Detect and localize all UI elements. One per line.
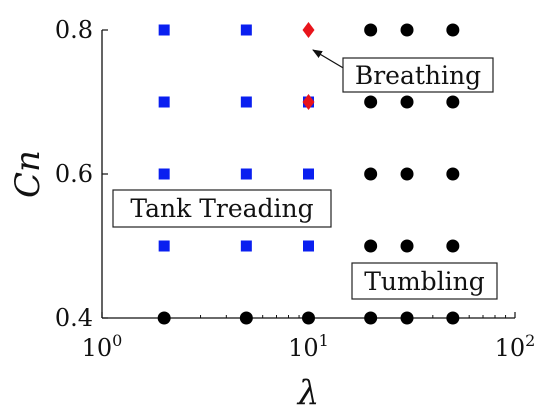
circle-point (400, 239, 414, 253)
data-points (157, 22, 460, 325)
x-tick-exponent: 0 (112, 331, 122, 350)
y-axis-label: Cn (8, 150, 48, 198)
breathing-arrow (312, 49, 346, 70)
circle-point (364, 311, 378, 325)
tank-treading-label: Tank Treading (130, 194, 313, 223)
y-ticks (102, 29, 108, 319)
x-tick-label: 100 (82, 331, 123, 362)
circle-point (364, 95, 378, 109)
circle-point (446, 23, 460, 37)
square-point (158, 96, 170, 108)
circle-point (446, 95, 460, 109)
tumbling-label: Tumbling (364, 267, 485, 296)
y-tick-label: 0.4 (55, 304, 93, 332)
y-tick-label: 0.6 (55, 160, 93, 188)
y-tick-label: 0.8 (55, 16, 93, 44)
tumbling-box (351, 262, 498, 300)
circle-point (364, 23, 378, 37)
breathing-box (342, 57, 494, 93)
x-axis-label: λ (296, 373, 320, 413)
circle-point (302, 311, 315, 325)
square-point (158, 24, 170, 36)
x-tick-label: 102 (495, 331, 536, 362)
circle-point (157, 311, 171, 325)
circle-point (364, 167, 378, 181)
diamond-point (302, 22, 315, 38)
annotations: Breathing Tank Treading Tumbling (112, 49, 498, 300)
x-tick-exponent: 1 (319, 331, 329, 350)
square-point (158, 240, 170, 252)
circle-point (364, 239, 378, 253)
x-tick-label: 101 (288, 331, 329, 362)
circle-point (446, 167, 460, 181)
circle-point (400, 23, 414, 37)
square-point (240, 24, 252, 36)
circle-point (446, 239, 460, 253)
square-point (240, 96, 252, 108)
x-tick-exponent: 2 (525, 331, 535, 350)
circle-point (446, 311, 460, 325)
breathing-label: Breathing (355, 61, 481, 90)
diamond-point (302, 94, 315, 110)
circle-point (400, 95, 414, 109)
square-point (240, 240, 252, 252)
square-point (158, 168, 170, 180)
square-point (240, 168, 252, 180)
circle-point (400, 167, 414, 181)
square-point (303, 168, 314, 180)
circle-point (239, 311, 253, 325)
tank-treading-box (112, 189, 332, 228)
square-point (303, 240, 314, 252)
circle-point (400, 311, 414, 325)
